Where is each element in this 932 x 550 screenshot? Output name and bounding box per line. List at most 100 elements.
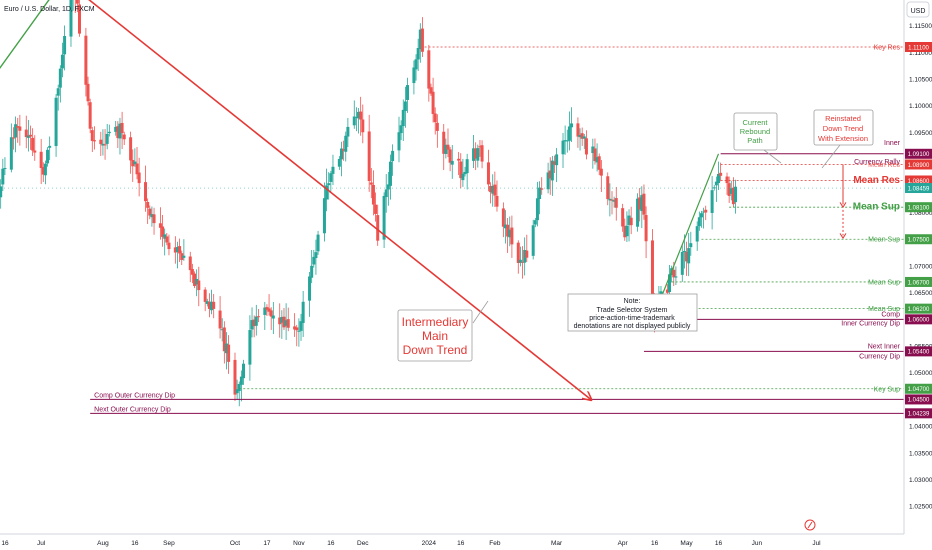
candle [612, 196, 616, 208]
level-label: Key Res [874, 44, 901, 51]
candle [476, 144, 480, 168]
price-tag-label: 1.04239 [908, 412, 930, 418]
candle-body [278, 317, 282, 325]
reinstated-label-line-1: Reinstated [825, 114, 861, 123]
candle-body [265, 307, 269, 310]
candle-body [582, 136, 586, 139]
candle [265, 304, 269, 317]
candle [33, 135, 37, 161]
candle-body [63, 36, 67, 55]
intermediary-down-trend-line [88, 0, 591, 399]
candle-body [312, 256, 316, 265]
candle-body [576, 123, 580, 137]
candle-body [584, 138, 588, 155]
candle-body [719, 172, 723, 176]
candle [227, 335, 231, 374]
candle-body [69, 0, 73, 37]
candle-body [523, 250, 527, 263]
candle [418, 23, 422, 63]
candle [629, 206, 633, 235]
candle-body [717, 173, 720, 184]
candle-body [597, 156, 601, 170]
candle-body [339, 148, 343, 160]
time-axis[interactable]: 16 Jul Aug 16 Sep Oct 17 Nov 16 Dec 2024 16 Feb Mar Ap… [1, 540, 821, 547]
candle-body [293, 326, 297, 330]
replay-icon[interactable] [804, 519, 816, 531]
candle-body [190, 269, 194, 275]
y-tick-label: 1.11000 [909, 50, 932, 57]
candle-body [623, 226, 627, 238]
candle-body [367, 131, 371, 181]
price-tag-box [905, 303, 932, 314]
candle-body [188, 256, 192, 271]
candle-body [346, 126, 350, 137]
candle [3, 157, 7, 175]
candle-body [567, 126, 571, 141]
candle [29, 125, 33, 150]
candle-body [612, 200, 616, 202]
rebound-label-line-1: Current [742, 118, 768, 127]
candle [88, 98, 92, 134]
level-label: Inner [884, 140, 901, 147]
candle [533, 217, 537, 228]
candle-body [295, 327, 299, 331]
candle [480, 140, 484, 169]
candle-body [284, 320, 288, 326]
candle-body [88, 102, 92, 129]
candle [69, 0, 73, 47]
candle [734, 179, 738, 214]
price-tag-box [905, 314, 932, 325]
candle [450, 145, 454, 179]
candle [461, 158, 465, 187]
candle-body [43, 163, 47, 176]
x-tick-label: 16 [715, 540, 723, 547]
candle-body [535, 198, 539, 221]
candle-body [627, 215, 631, 225]
candle [376, 204, 380, 246]
currency-button[interactable] [906, 1, 930, 18]
candle [1, 158, 5, 192]
candle [322, 182, 326, 242]
candle [78, 0, 81, 37]
candle-body [403, 101, 407, 111]
candle-body [476, 148, 480, 161]
candle [329, 170, 333, 192]
y-tick-label: 1.10500 [909, 77, 932, 84]
candle-body [621, 208, 625, 227]
candle [386, 172, 390, 206]
candle [58, 65, 62, 103]
candle-body [322, 198, 326, 234]
candle-body [33, 150, 37, 153]
price-tag: 1.07500 [905, 234, 932, 245]
candle-body [161, 226, 165, 237]
candle-body [46, 149, 50, 164]
candle [523, 237, 527, 276]
candle [344, 131, 348, 162]
candle-body [116, 126, 120, 139]
candle [203, 287, 207, 312]
candle [704, 205, 708, 221]
candle-body [92, 140, 96, 142]
candle [193, 271, 197, 289]
candle [339, 141, 343, 177]
candle-body [269, 310, 273, 317]
candle-body [668, 274, 672, 293]
candle [699, 210, 703, 228]
candle [540, 177, 544, 195]
candle [717, 161, 720, 191]
candle [599, 160, 603, 192]
candle [352, 100, 356, 129]
candle-body [31, 137, 35, 151]
candle-body [501, 208, 505, 227]
candle-body [448, 149, 452, 163]
candle [327, 172, 331, 200]
candle-body [734, 186, 738, 203]
level-next-inner-currency-dip: Next Inner Currency Dip [643, 343, 904, 360]
candle-body [248, 330, 252, 365]
candle [212, 293, 216, 319]
candle-body [252, 319, 256, 327]
candle-body [384, 189, 388, 198]
price-tag: 1.08900 [905, 159, 932, 170]
candle [431, 77, 435, 123]
